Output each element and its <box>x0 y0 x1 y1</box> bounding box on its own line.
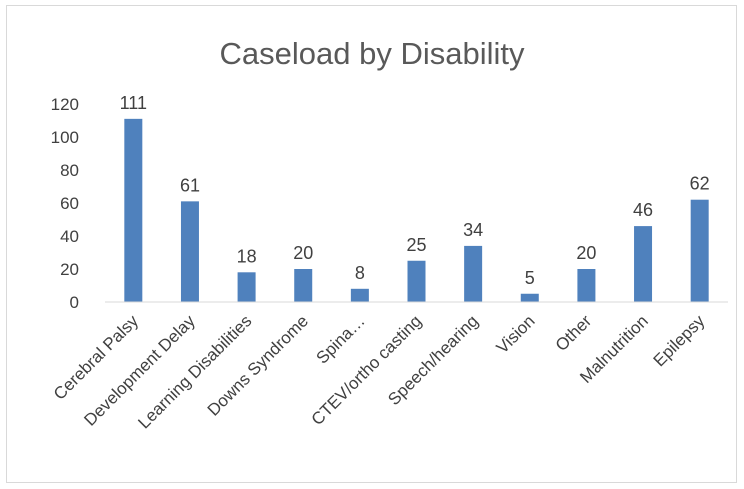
data-label: 61 <box>180 175 200 195</box>
data-labels: 111 61 18 20 8 25 34 5 20 46 62 <box>120 93 710 288</box>
y-tick-label: 20 <box>60 260 79 279</box>
bar <box>520 293 539 302</box>
y-tick-label: 40 <box>60 227 79 246</box>
bar <box>124 118 143 302</box>
bar <box>237 272 256 302</box>
data-label: 34 <box>463 220 483 240</box>
bar-series <box>124 118 709 302</box>
bar <box>634 226 653 302</box>
bar <box>407 260 426 302</box>
y-tick-label: 60 <box>60 194 79 213</box>
category-label: Development Delay <box>80 311 199 430</box>
bar <box>577 269 596 302</box>
bar-chart: Caseload by Disability 0 20 40 60 80 100 120 1… <box>50 36 728 432</box>
data-label: 8 <box>355 263 365 283</box>
category-label: Vision <box>493 311 539 357</box>
category-label: CTEV/ortho casting <box>308 311 426 429</box>
bar <box>350 288 369 302</box>
data-label: 25 <box>406 235 426 255</box>
data-label: 5 <box>525 268 535 288</box>
y-tick-label: 100 <box>51 128 79 147</box>
bar <box>690 199 709 302</box>
category-label: Epilepsy <box>650 311 709 370</box>
bar <box>294 269 313 302</box>
chart-title: Caseload by Disability <box>220 36 525 71</box>
y-tick-label: 80 <box>60 161 79 180</box>
chart-area: Caseload by Disability 0 20 40 60 80 100 120 1… <box>6 5 737 483</box>
bar <box>180 201 199 302</box>
data-label: 20 <box>293 243 313 263</box>
data-label: 62 <box>690 174 710 194</box>
data-label: 111 <box>120 93 147 113</box>
y-tick-label: 0 <box>70 293 79 312</box>
data-label: 20 <box>576 243 596 263</box>
y-tick-label: 120 <box>51 95 79 114</box>
category-label: Spina… <box>312 311 368 367</box>
category-label: Downs Syndrome <box>204 311 312 419</box>
bar <box>464 245 483 302</box>
category-label: Other <box>552 311 596 355</box>
data-label: 46 <box>633 200 653 220</box>
y-axis: 0 20 40 60 80 100 120 <box>51 95 79 312</box>
data-label: 18 <box>237 246 257 266</box>
